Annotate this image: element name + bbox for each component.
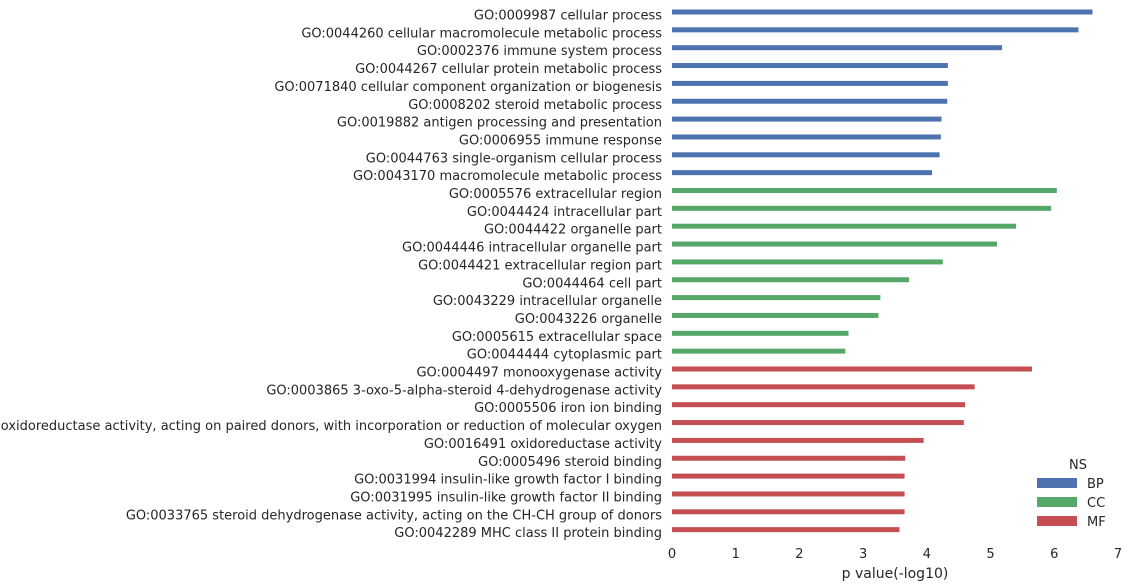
- bar-bp: [672, 98, 948, 104]
- category-label: GO:0003865 3-oxo-5-alpha-steroid 4-dehyd…: [266, 383, 662, 398]
- category-label: GO:0044446 intracellular organelle part: [402, 241, 662, 256]
- bar-cc: [672, 330, 849, 336]
- legend-swatch-cc: [1037, 497, 1077, 507]
- category-label: GO:0009987 cellular process: [474, 9, 662, 24]
- legend-label-cc: CC: [1087, 496, 1105, 511]
- bar-mf: [672, 402, 966, 408]
- category-label: GO:0016705 oxidoreductase activity, acti…: [0, 419, 662, 434]
- category-label: GO:0042289 MHC class II protein binding: [394, 526, 662, 541]
- category-label: GO:0043226 organelle: [515, 312, 662, 327]
- category-label: GO:0005496 steroid binding: [478, 455, 662, 470]
- bar-cc: [672, 348, 846, 354]
- bar-cc: [672, 295, 881, 301]
- category-label: GO:0043229 intracellular organelle: [433, 294, 662, 309]
- bar-mf: [672, 384, 975, 390]
- category-labels-group: GO:0009987 cellular process GO:0044260 ce…: [0, 9, 662, 542]
- bar-bp: [672, 45, 1003, 51]
- bar-mf: [672, 455, 906, 461]
- bar-bp: [672, 152, 940, 158]
- legend-swatch-mf: [1037, 516, 1077, 526]
- category-label: GO:0005506 iron ion binding: [474, 401, 662, 416]
- category-label: GO:0016491 oxidoreductase activity: [424, 437, 662, 452]
- category-label: GO:0005615 extracellular space: [452, 330, 662, 345]
- x-tick-label: 0: [668, 547, 676, 562]
- category-label: GO:0044260 cellular macromolecule metabo…: [301, 26, 662, 41]
- x-tick-label: 3: [859, 547, 867, 562]
- bar-cc: [672, 259, 943, 265]
- x-tick-label: 1: [732, 547, 740, 562]
- category-label: GO:0044267 cellular protein metabolic pr…: [355, 62, 662, 77]
- x-tick-label: 6: [1050, 547, 1058, 562]
- category-label: GO:0019882 antigen processing and presen…: [337, 116, 662, 131]
- bars-group: [672, 9, 1093, 533]
- category-label: GO:0033765 steroid dehydrogenase activit…: [126, 508, 662, 523]
- bar-bp: [672, 116, 942, 122]
- x-axis-label: p value(-log10): [842, 566, 949, 582]
- category-label: GO:0044421 extracellular region part: [418, 258, 662, 273]
- bar-bp: [672, 80, 948, 86]
- bar-mf: [672, 420, 964, 426]
- category-label: GO:0005576 extracellular region: [449, 187, 662, 202]
- bar-bp: [672, 134, 941, 140]
- category-label: GO:0044422 organelle part: [484, 223, 662, 238]
- category-label: GO:0002376 immune system process: [417, 44, 662, 59]
- category-label: GO:0044464 cell part: [522, 276, 662, 291]
- x-ticks-group: 0 1 2 3 4 5 6 7: [668, 547, 1122, 562]
- legend: NS BP CC MF: [1037, 458, 1106, 530]
- category-label: GO:0004497 monooxygenase activity: [416, 366, 662, 381]
- x-tick-label: 2: [795, 547, 803, 562]
- legend-label-bp: BP: [1087, 477, 1104, 492]
- x-tick-label: 7: [1114, 547, 1122, 562]
- bar-cc: [672, 223, 1017, 229]
- bar-cc: [672, 188, 1057, 193]
- bar-cc: [672, 277, 910, 283]
- category-label: GO:0031994 insulin-like growth factor I …: [354, 473, 662, 488]
- bar-mf: [672, 527, 900, 533]
- bar-mf: [672, 366, 1032, 372]
- legend-label-mf: MF: [1087, 515, 1106, 530]
- x-tick-label: 5: [986, 547, 994, 562]
- category-label: GO:0043170 macromolecule metabolic proce…: [353, 169, 662, 184]
- category-label: GO:0006955 immune response: [459, 133, 662, 148]
- bar-bp: [672, 63, 948, 69]
- bar-mf: [672, 509, 905, 515]
- bar-cc: [672, 205, 1052, 211]
- category-label: GO:0044763 single-organism cellular proc…: [366, 151, 662, 166]
- bar-bp: [672, 9, 1093, 15]
- bar-cc: [672, 241, 997, 247]
- category-label: GO:0044444 cytoplasmic part: [467, 348, 662, 363]
- bar-mf: [672, 491, 905, 497]
- bar-cc: [672, 312, 879, 318]
- legend-swatch-bp: [1037, 478, 1077, 488]
- category-label: GO:0031995 insulin-like growth factor II…: [350, 490, 662, 505]
- bar-mf: [672, 437, 924, 443]
- category-label: GO:0071840 cellular component organizati…: [274, 80, 662, 95]
- bar-mf: [672, 473, 905, 479]
- category-label: GO:0044424 intracellular part: [467, 205, 662, 220]
- category-label: GO:0008202 steroid metabolic process: [408, 98, 662, 113]
- legend-title: NS: [1069, 458, 1087, 473]
- x-tick-label: 4: [923, 547, 931, 562]
- bar-bp: [672, 170, 932, 176]
- bar-bp: [672, 27, 1079, 33]
